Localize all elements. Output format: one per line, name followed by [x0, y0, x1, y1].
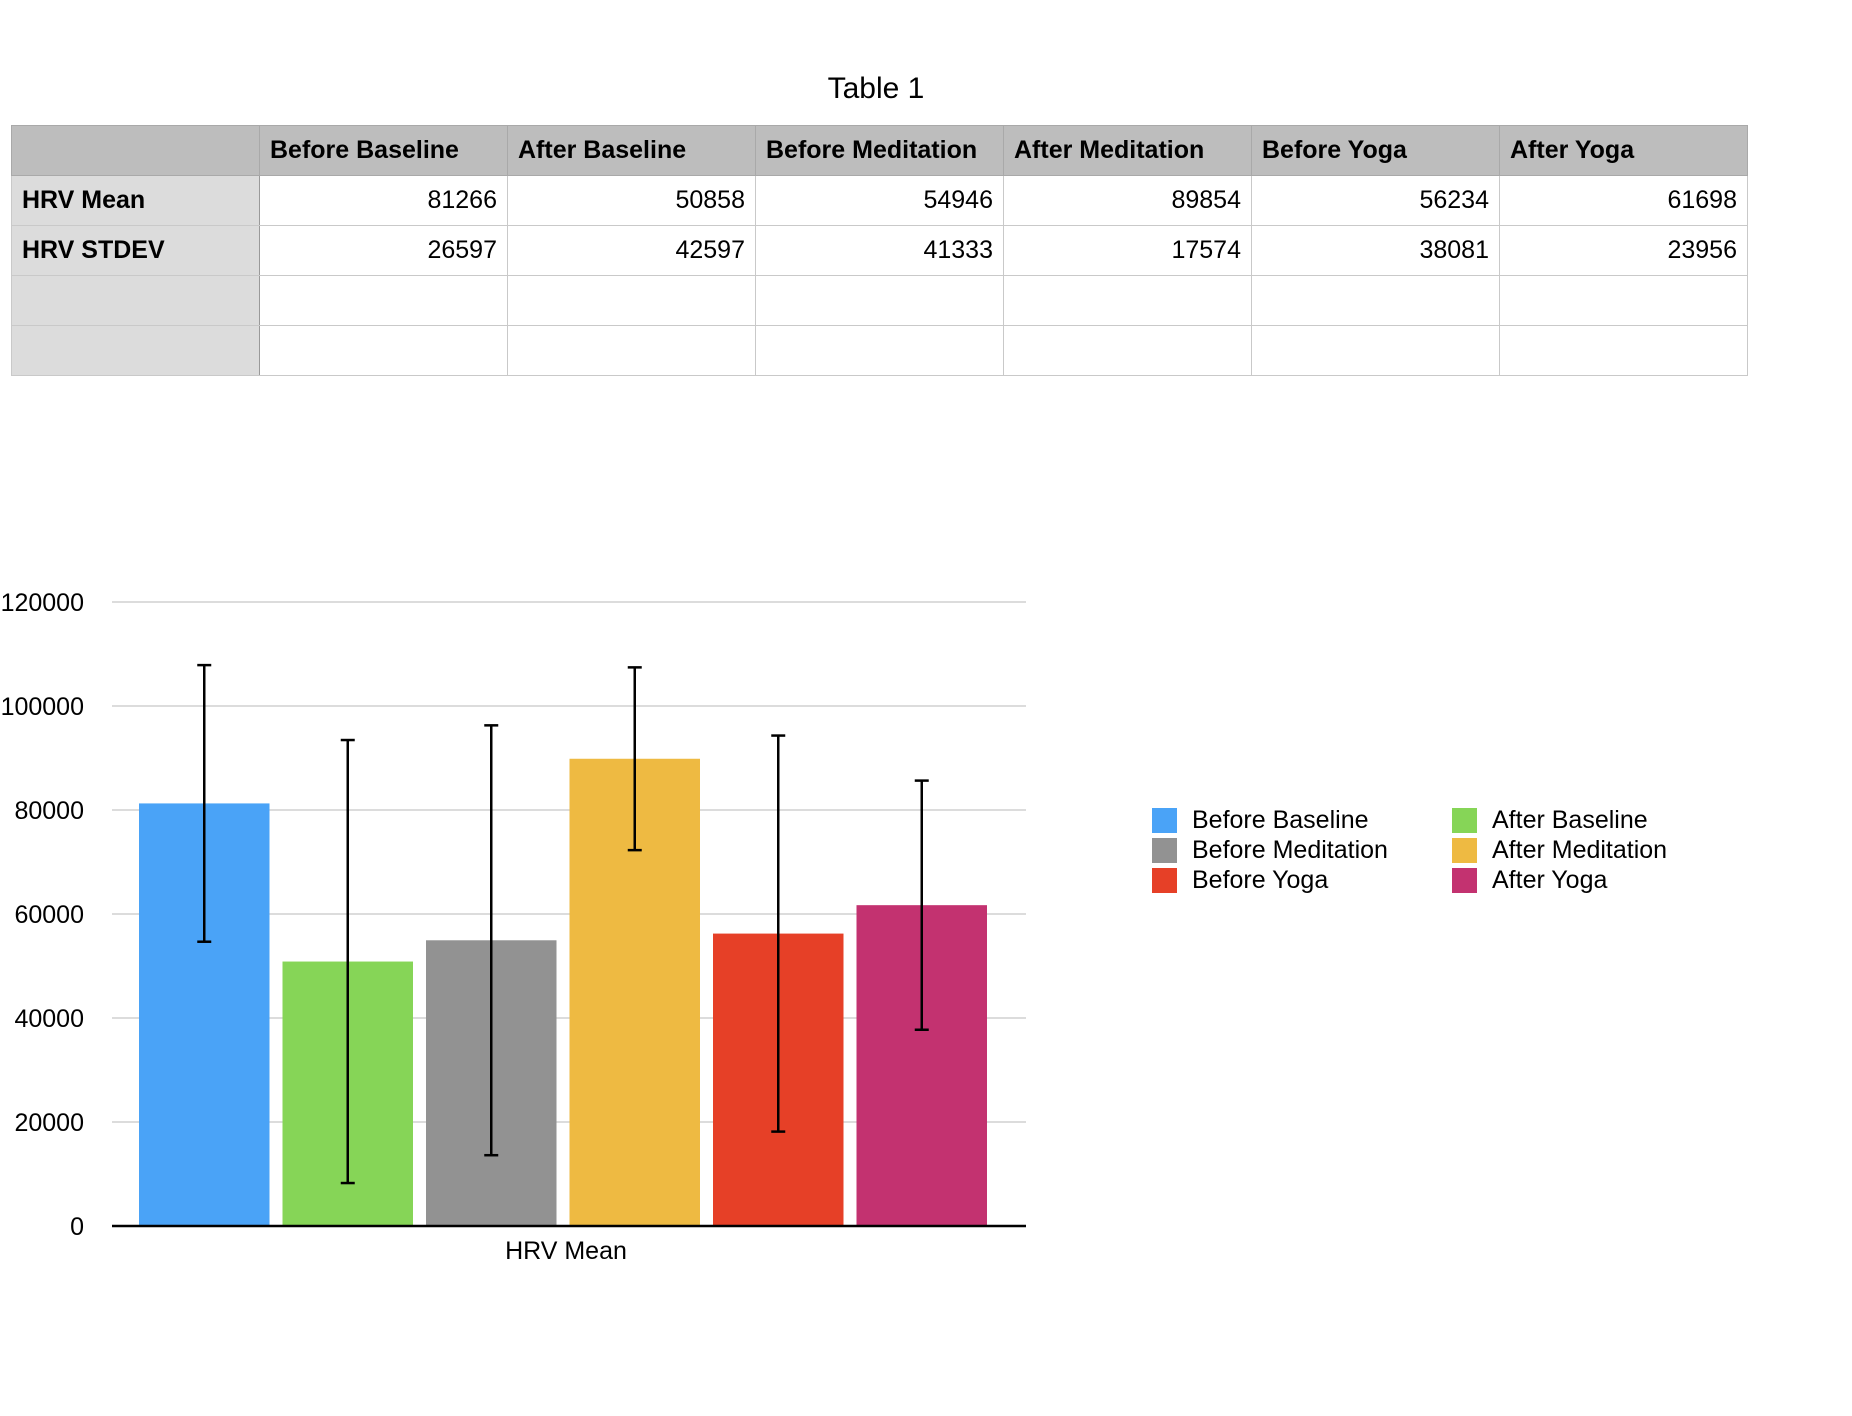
legend-item: After Meditation [1452, 835, 1667, 865]
table-cell[interactable]: 89854 [1003, 175, 1252, 226]
legend-label: Before Yoga [1192, 865, 1329, 894]
data-table: Before Baseline After Baseline Before Me… [11, 125, 1748, 376]
header-cell[interactable]: Before Meditation [755, 125, 1004, 176]
table-cell[interactable]: 61698 [1499, 175, 1748, 226]
legend-swatch [1152, 807, 1177, 833]
table-cell[interactable] [507, 275, 756, 326]
y-tick-label: 20000 [14, 1109, 84, 1137]
y-tick-label: 80000 [14, 797, 84, 825]
row-header-cell[interactable] [11, 325, 260, 376]
legend-label: Before Meditation [1192, 835, 1388, 864]
legend-swatch [1152, 867, 1177, 893]
y-tick-label: 120000 [1, 589, 84, 617]
table-cell[interactable] [1003, 275, 1252, 326]
table-cell[interactable]: 41333 [755, 225, 1004, 276]
legend-swatch [1452, 807, 1477, 833]
legend-swatch [1452, 837, 1477, 863]
table-header-row: Before Baseline After Baseline Before Me… [11, 125, 1748, 176]
table-cell[interactable] [259, 325, 508, 376]
table-cell[interactable] [1251, 325, 1500, 376]
table-row: HRV STDEV 26597 42597 41333 17574 38081 … [11, 225, 1748, 276]
legend-label: After Baseline [1492, 805, 1648, 834]
table-cell[interactable]: 42597 [507, 225, 756, 276]
table-row: HRV Mean 81266 50858 54946 89854 56234 6… [11, 175, 1748, 226]
header-cell[interactable]: Before Yoga [1251, 125, 1500, 176]
header-cell[interactable]: Before Baseline [259, 125, 508, 176]
table-cell[interactable] [755, 325, 1004, 376]
table-cell[interactable]: 26597 [259, 225, 508, 276]
table-title: Table 1 [827, 72, 925, 105]
table-row [11, 275, 1748, 326]
bar-chart: 0 20000 40000 60000 80000 100000 120000 HRV Mea… [1, 589, 1026, 1265]
table-cell[interactable]: 38081 [1251, 225, 1500, 276]
table-cell[interactable]: 23956 [1499, 225, 1748, 276]
row-header-cell[interactable]: HRV Mean [11, 175, 260, 226]
row-header-cell[interactable] [11, 275, 260, 326]
header-cell[interactable]: After Meditation [1003, 125, 1252, 176]
header-cell[interactable]: After Baseline [507, 125, 756, 176]
table-cell[interactable] [259, 275, 508, 326]
table-cell[interactable] [755, 275, 1004, 326]
legend-label: After Yoga [1492, 865, 1608, 894]
table-cell[interactable]: 17574 [1003, 225, 1252, 276]
legend-item: After Baseline [1452, 805, 1648, 835]
y-tick-label: 0 [70, 1213, 84, 1241]
table-cell[interactable] [1499, 325, 1748, 376]
table-cell[interactable] [1251, 275, 1500, 326]
table-row [11, 325, 1748, 376]
table-cell[interactable]: 81266 [259, 175, 508, 226]
table-cell[interactable] [507, 325, 756, 376]
legend-item: Before Meditation [1152, 835, 1388, 865]
y-tick-label: 40000 [14, 1005, 84, 1033]
legend-label: After Meditation [1492, 835, 1668, 864]
legend-item: Before Baseline [1152, 805, 1369, 835]
table-cell[interactable]: 50858 [507, 175, 756, 226]
legend-item: Before Yoga [1152, 865, 1328, 895]
table-cell[interactable]: 56234 [1251, 175, 1500, 226]
legend-label: Before Baseline [1192, 805, 1369, 834]
y-tick-label: 100000 [1, 693, 84, 721]
y-tick-label: 60000 [14, 901, 84, 929]
legend-item: After Yoga [1452, 865, 1607, 895]
table-cell[interactable] [1003, 325, 1252, 376]
row-header-cell[interactable]: HRV STDEV [11, 225, 260, 276]
legend-swatch [1452, 867, 1477, 893]
header-cell[interactable]: After Yoga [1499, 125, 1748, 176]
table-cell[interactable]: 54946 [755, 175, 1004, 226]
table-cell[interactable] [1499, 275, 1748, 326]
x-category-label: HRV Mean [505, 1237, 627, 1265]
legend-swatch [1152, 837, 1177, 863]
header-cell[interactable] [11, 125, 260, 176]
